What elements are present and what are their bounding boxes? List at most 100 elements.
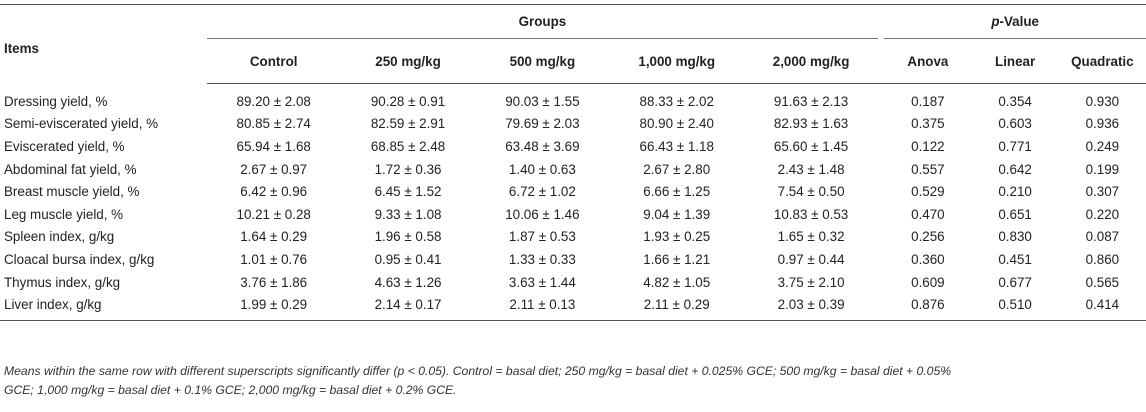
group-value-cell: 1.99 ± 0.29 xyxy=(206,293,341,321)
p-value-cell: 0.354 xyxy=(998,93,1032,109)
table-row: Liver index, g/kg 1.99 ± 0.29 2.14 ± 0.17 2… xyxy=(0,293,1146,321)
group-value-cell: 68.85 ± 2.48 xyxy=(370,138,446,154)
group-value-cell: 6.42 ± 0.96 xyxy=(240,184,308,200)
p-value-cell: 0.876 xyxy=(884,293,972,321)
table-body: Dressing yield, % 89.20 ± 2.08 90.28 ± 0.9… xyxy=(0,84,1146,321)
group-value-cell: 6.66 ± 1.25 xyxy=(643,184,711,200)
p-value-cell: 0.122 xyxy=(911,138,945,154)
col-header-quadratic: Quadratic xyxy=(1058,38,1146,84)
row-label: Cloacal bursa index, g/kg xyxy=(4,251,155,267)
row-label: Breast muscle yield, % xyxy=(4,184,140,200)
group-value-cell: 0.97 ± 0.44 xyxy=(777,251,845,267)
group-value-cell: 6.72 ± 1.02 xyxy=(508,184,576,200)
group-value-cell: 3.63 ± 1.44 xyxy=(508,274,576,290)
p-value-cell: 0.830 xyxy=(998,229,1032,245)
p-value-cell: 0.510 xyxy=(971,293,1059,321)
group-value-cell: 63.48 ± 3.69 xyxy=(505,138,580,154)
row-label: Eviscerated yield, % xyxy=(4,138,125,154)
group-value-cell: 1.40 ± 0.63 xyxy=(508,161,576,177)
row-label: Leg muscle yield, % xyxy=(4,206,124,222)
group-value-cell: 80.90 ± 2.40 xyxy=(639,116,714,132)
p-value-cell: 0.771 xyxy=(998,138,1032,154)
group-value-cell: 4.82 ± 1.05 xyxy=(643,274,711,290)
group-value-cell: 89.20 ± 2.08 xyxy=(236,93,311,109)
row-gap xyxy=(878,293,885,321)
group-value-cell: 82.93 ± 1.63 xyxy=(773,116,849,132)
group-value-cell: 2.11 ± 0.29 xyxy=(609,293,744,321)
group-value-cell: 2.67 ± 0.97 xyxy=(240,161,308,177)
p-value-cell: 0.256 xyxy=(911,229,945,245)
group-value-cell: 1.93 ± 0.25 xyxy=(643,229,711,245)
table-header: Items Groups p-Value Control 250 mg/kg 5… xyxy=(0,4,1146,84)
group-value-cell: 1.65 ± 0.32 xyxy=(777,229,845,245)
group-value-cell: 2.11 ± 0.13 xyxy=(475,293,610,321)
items-header: Items xyxy=(4,40,39,56)
p-value-cell: 0.187 xyxy=(911,93,945,109)
p-value-cell: 0.936 xyxy=(1085,116,1120,132)
p-value-cell: 0.529 xyxy=(911,184,945,200)
group-value-cell: 2.03 ± 0.39 xyxy=(743,293,879,321)
col-header-linear: Linear xyxy=(971,38,1059,84)
header-gap-2 xyxy=(878,38,885,84)
group-value-cell: 0.95 ± 0.41 xyxy=(374,251,442,267)
col-header-control: Control xyxy=(206,38,341,84)
col-header-250: 250 mg/kg xyxy=(340,38,476,84)
table-row: Abdominal fat yield, % 2.67 ± 0.97 1.72 ± … xyxy=(0,158,1146,181)
group-value-cell: 4.63 ± 1.26 xyxy=(374,274,442,290)
p-value-cell: 0.609 xyxy=(911,274,945,290)
group-value-cell: 88.33 ± 2.02 xyxy=(639,93,714,109)
p-value-cell: 0.651 xyxy=(998,206,1032,222)
p-value-cell: 0.930 xyxy=(1085,93,1120,109)
group-value-cell: 3.76 ± 1.86 xyxy=(240,274,308,290)
pvalue-header: p-Value xyxy=(884,4,1146,39)
table-footnote: Means within the same row with different… xyxy=(4,362,1140,400)
p-value-cell: 0.603 xyxy=(998,116,1032,132)
table-row: Dressing yield, % 89.20 ± 2.08 90.28 ± 0.9… xyxy=(0,84,1146,113)
table-row: Thymus index, g/kg 3.76 ± 1.86 4.63 ± 1.26… xyxy=(0,271,1146,294)
group-value-cell: 2.14 ± 0.17 xyxy=(340,293,476,321)
group-value-cell: 9.33 ± 1.08 xyxy=(374,206,442,222)
row-label: Dressing yield, % xyxy=(4,93,108,109)
group-value-cell: 6.45 ± 1.52 xyxy=(374,184,442,200)
col-header-1000: 1,000 mg/kg xyxy=(609,38,744,84)
p-value-cell: 0.375 xyxy=(911,116,945,132)
p-value-cell: 0.414 xyxy=(1058,293,1146,321)
p-value-cell: 0.199 xyxy=(1085,161,1120,177)
group-value-cell: 80.85 ± 2.74 xyxy=(236,116,311,132)
group-value-cell: 1.33 ± 0.33 xyxy=(508,251,576,267)
group-value-cell: 1.66 ± 1.21 xyxy=(643,251,711,267)
group-value-cell: 79.69 ± 2.03 xyxy=(505,116,580,132)
group-value-cell: 65.94 ± 1.68 xyxy=(236,138,311,154)
row-label: Liver index, g/kg xyxy=(0,293,207,321)
pvalue-p: p xyxy=(991,14,1000,29)
group-value-cell: 65.60 ± 1.45 xyxy=(773,138,849,154)
p-value-cell: 0.470 xyxy=(911,206,945,222)
col-header-anova: Anova xyxy=(884,38,972,84)
p-value-cell: 0.565 xyxy=(1085,274,1120,290)
group-value-cell: 1.64 ± 0.29 xyxy=(240,229,308,245)
p-value-cell: 0.557 xyxy=(911,161,945,177)
row-label: Semi-eviscerated yield, % xyxy=(4,116,159,132)
col-header-500: 500 mg/kg xyxy=(475,38,610,84)
group-value-cell: 3.75 ± 2.10 xyxy=(777,274,845,290)
row-label: Abdominal fat yield, % xyxy=(4,161,137,177)
p-value-cell: 0.087 xyxy=(1085,229,1120,245)
p-value-cell: 0.451 xyxy=(998,251,1032,267)
group-value-cell: 66.43 ± 1.18 xyxy=(639,138,714,154)
group-value-cell: 91.63 ± 2.13 xyxy=(773,93,849,109)
group-value-cell: 2.43 ± 1.48 xyxy=(777,161,845,177)
group-value-cell: 1.96 ± 0.58 xyxy=(374,229,442,245)
group-value-cell: 90.28 ± 0.91 xyxy=(370,93,446,109)
table-row: Cloacal bursa index, g/kg 1.01 ± 0.76 0.95… xyxy=(0,248,1146,271)
group-value-cell: 1.01 ± 0.76 xyxy=(240,251,308,267)
footnote-line-2: GCE; 1,000 mg/kg = basal diet + 0.1% GCE… xyxy=(4,383,457,397)
table-row: Spleen index, g/kg 1.64 ± 0.29 1.96 ± 0.58… xyxy=(0,226,1146,249)
group-value-cell: 10.21 ± 0.28 xyxy=(236,206,311,222)
results-table: Items Groups p-Value Control 250 mg/kg 5… xyxy=(0,4,1146,321)
group-value-cell: 2.67 ± 2.80 xyxy=(643,161,711,177)
p-value-cell: 0.307 xyxy=(1085,184,1120,200)
col-header-2000: 2,000 mg/kg xyxy=(743,38,879,84)
p-value-cell: 0.220 xyxy=(1085,206,1120,222)
table-row: Leg muscle yield, % 10.21 ± 0.28 9.33 ± 1.… xyxy=(0,203,1146,226)
row-label: Thymus index, g/kg xyxy=(4,274,121,290)
